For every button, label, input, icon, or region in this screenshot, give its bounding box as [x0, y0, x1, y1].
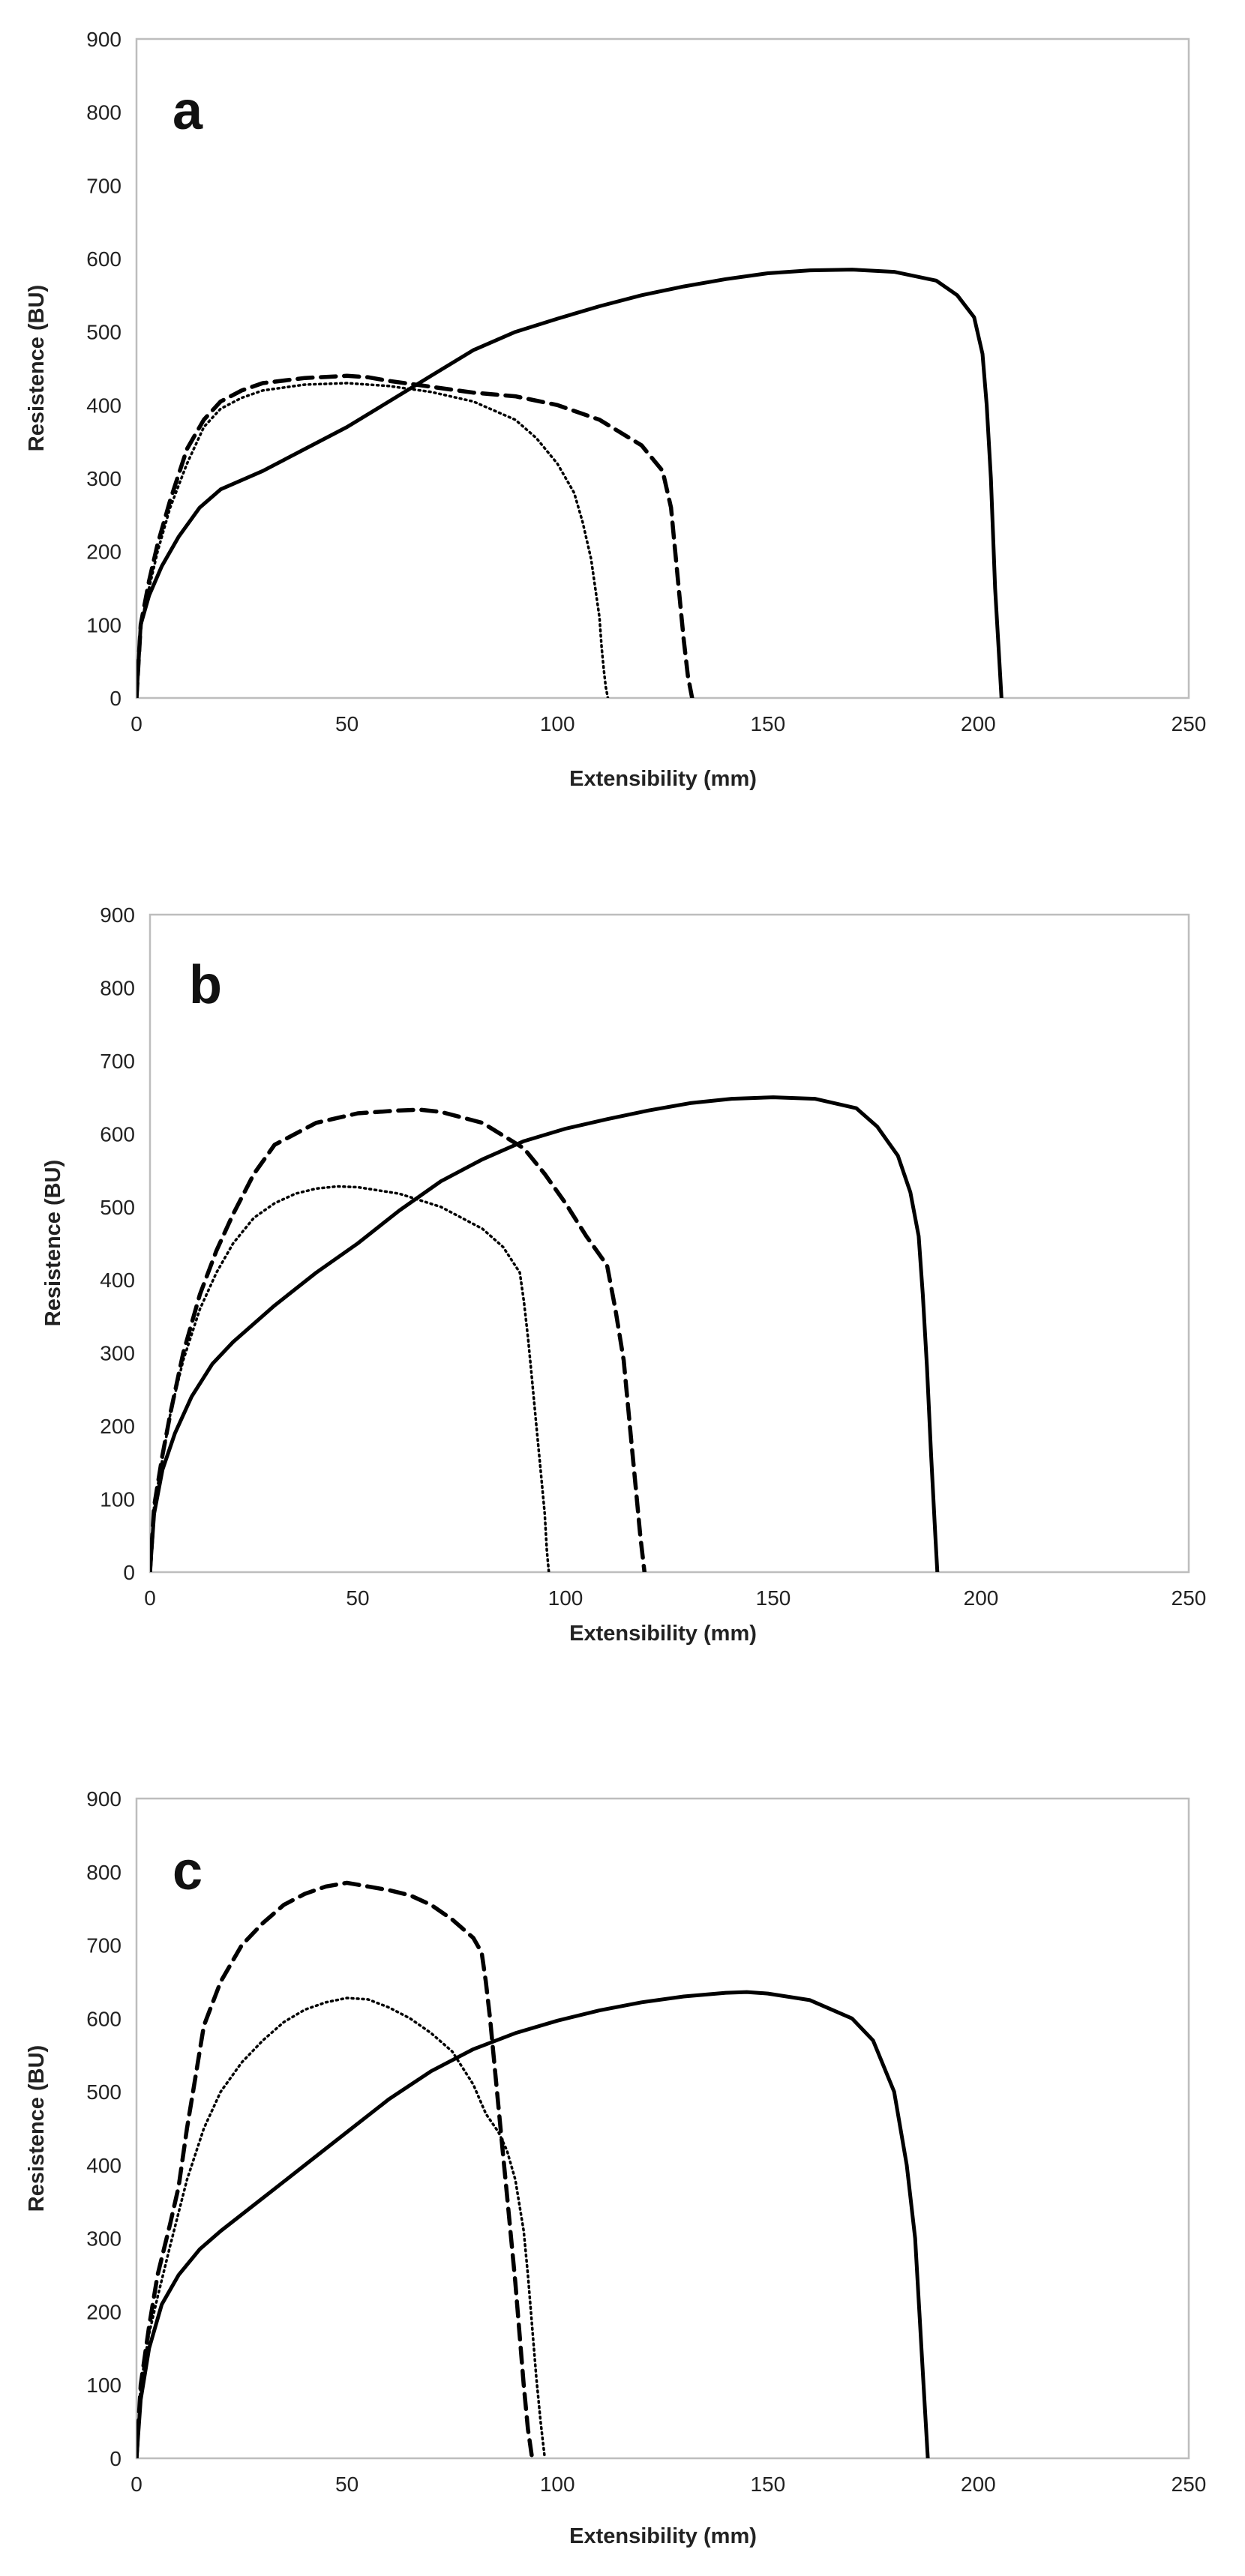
y-tick-label: 400 [86, 394, 122, 417]
series-dashed-line-b [150, 1107, 647, 1572]
y-tick-label: 800 [100, 976, 135, 999]
series-dashed-line-c [136, 1880, 535, 2458]
x-tick-label: 200 [964, 1586, 999, 1610]
panel-label-b: b [189, 955, 222, 1015]
x-tick-label: 0 [144, 1586, 156, 1610]
panel-label-c: c [172, 1841, 202, 1901]
x-axis-label-a: Extensibility (mm) [569, 767, 757, 791]
y-tick-label: 700 [86, 1934, 122, 1957]
y-tick-label: 800 [86, 1861, 122, 1884]
y-tick-label: 900 [86, 28, 122, 51]
y-tick-label: 900 [100, 903, 135, 927]
y-tick-label: 200 [86, 2300, 122, 2323]
x-tick-labels-a: 0 50 100 150 200 250 [130, 712, 1206, 735]
y-tick-label: 100 [86, 613, 122, 637]
panel-a: 0 100 200 300 400 500 600 700 800 900 0 50 100 150 20… [25, 28, 1206, 791]
x-tick-label: 0 [130, 2473, 142, 2496]
series-dotted-line-b [150, 1185, 550, 1572]
x-tick-label: 250 [1172, 1586, 1207, 1610]
panel-b: 0 100 200 300 400 500 600 700 800 900 0 50 100 150 20… [41, 903, 1206, 1646]
y-tick-label: 0 [110, 2447, 122, 2470]
x-tick-label: 250 [1172, 2473, 1207, 2496]
y-axis-label-b: Resistence (BU) [41, 1160, 65, 1326]
y-tick-labels-b: 0 100 200 300 400 500 600 700 800 900 [100, 903, 135, 1584]
x-tick-label: 100 [540, 2473, 575, 2496]
y-tick-label: 200 [100, 1415, 135, 1438]
series-group-c [136, 1880, 930, 2458]
y-tick-label: 100 [86, 2374, 122, 2397]
series-dotted-line-a [136, 382, 610, 698]
series-group-a [136, 268, 1004, 698]
x-tick-label: 150 [756, 1586, 791, 1610]
series-dotted-line-c [136, 1996, 547, 2458]
y-tick-label: 700 [86, 174, 122, 197]
x-tick-label: 0 [130, 712, 142, 735]
y-axis-label-a: Resistence (BU) [25, 285, 49, 451]
panel-c: 0 100 200 300 400 500 600 700 800 900 0 50 100 150 20… [25, 1787, 1206, 2548]
x-tick-label: 50 [335, 2473, 358, 2496]
y-tick-label: 200 [86, 541, 122, 564]
y-tick-label: 300 [86, 467, 122, 490]
y-tick-labels-a: 0 100 200 300 400 500 600 700 800 900 [86, 28, 122, 710]
x-tick-label: 150 [750, 2473, 785, 2496]
y-tick-labels-c: 0 100 200 300 400 500 600 700 800 900 [86, 1787, 122, 2470]
series-group-b [150, 1095, 940, 1572]
x-tick-label: 100 [548, 1586, 584, 1610]
series-dashed-line-a [136, 373, 694, 698]
series-solid-line-b [150, 1095, 940, 1572]
y-tick-label: 800 [86, 101, 122, 124]
series-solid-line-a [136, 268, 1004, 698]
x-tick-label: 100 [540, 712, 575, 735]
y-tick-label: 600 [100, 1122, 135, 1146]
y-tick-label: 400 [100, 1269, 135, 1292]
y-tick-label: 500 [100, 1196, 135, 1219]
x-tick-label: 50 [335, 712, 358, 735]
y-tick-label: 600 [86, 2007, 122, 2030]
series-solid-line-c [136, 1990, 930, 2458]
y-tick-label: 100 [100, 1488, 135, 1511]
y-tick-label: 0 [110, 687, 122, 710]
x-tick-label: 200 [961, 712, 996, 735]
x-tick-label: 150 [750, 712, 785, 735]
y-tick-label: 900 [86, 1787, 122, 1811]
x-axis-label-c: Extensibility (mm) [569, 2524, 757, 2548]
y-tick-label: 500 [86, 2080, 122, 2104]
x-tick-label: 50 [346, 1586, 369, 1610]
plot-area-b [148, 913, 1190, 1574]
x-tick-labels-b: 0 50 100 150 200 250 [144, 1586, 1206, 1610]
y-tick-label: 600 [86, 247, 122, 271]
x-tick-label: 200 [961, 2473, 996, 2496]
plot-area-c [135, 1797, 1190, 2460]
x-tick-label: 250 [1172, 712, 1207, 735]
y-tick-label: 300 [100, 1342, 135, 1365]
panel-label-a: a [172, 81, 203, 141]
y-tick-label: 300 [86, 2227, 122, 2251]
plot-area-a [135, 37, 1190, 699]
x-tick-labels-c: 0 50 100 150 200 250 [130, 2473, 1206, 2496]
y-tick-label: 400 [86, 2154, 122, 2177]
y-tick-label: 500 [86, 321, 122, 344]
y-axis-label-c: Resistence (BU) [25, 2045, 49, 2212]
y-tick-label: 0 [123, 1561, 135, 1584]
y-tick-label: 700 [100, 1050, 135, 1073]
x-axis-label-b: Extensibility (mm) [569, 1622, 757, 1646]
